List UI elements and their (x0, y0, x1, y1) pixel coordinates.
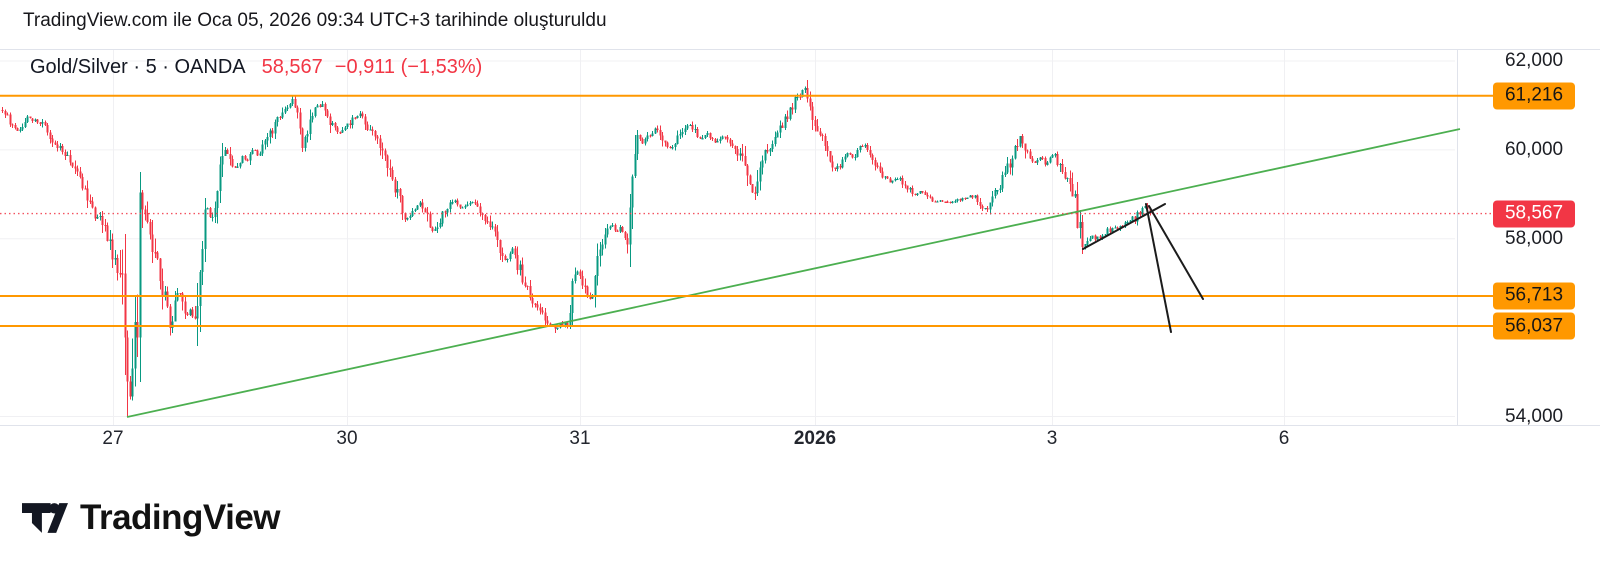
legend-change: −0,911 (−1,53%) (334, 56, 483, 78)
time-axis-tick: 31 (569, 428, 591, 449)
time-axis-tick: 3 (1046, 428, 1058, 449)
time-axis-tick: 2026 (793, 428, 837, 449)
last-price-badge: 58,567 (1493, 200, 1575, 228)
annotation-line[interactable] (1145, 203, 1172, 333)
candlestick-series (1, 80, 1152, 417)
time-axis-tick: 6 (1278, 428, 1290, 449)
tradingview-logo-text: TradingView (80, 498, 281, 537)
price-axis-tick: 62,000 (1505, 50, 1564, 71)
tradingview-logo-icon (22, 503, 68, 533)
level-price-badge: 61,216 (1493, 82, 1575, 110)
level-price-badge: 56,713 (1493, 282, 1575, 310)
tradingview-logo[interactable]: TradingView (22, 498, 281, 538)
attribution-text: TradingView.com ile Oca 05, 2026 09:34 U… (23, 10, 607, 31)
level-price-badge: 56,037 (1493, 312, 1575, 340)
annotation-line[interactable] (1148, 205, 1204, 300)
price-axis-tick: 58,000 (1505, 227, 1564, 249)
chart-legend[interactable]: Gold/Silver · 5 · OANDA 58,567 −0,911 (−1,… (30, 56, 482, 79)
time-axis-tick: 30 (336, 428, 358, 449)
trend-line[interactable] (126, 128, 1461, 418)
legend-symbol-title[interactable]: Gold/Silver · 5 · OANDA (30, 56, 246, 78)
price-axis-tick: 60,000 (1505, 138, 1564, 160)
price-axis-tick: 54,000 (1505, 405, 1564, 427)
time-axis-tick: 27 (102, 428, 124, 449)
legend-last-price: 58,567 (261, 56, 323, 78)
